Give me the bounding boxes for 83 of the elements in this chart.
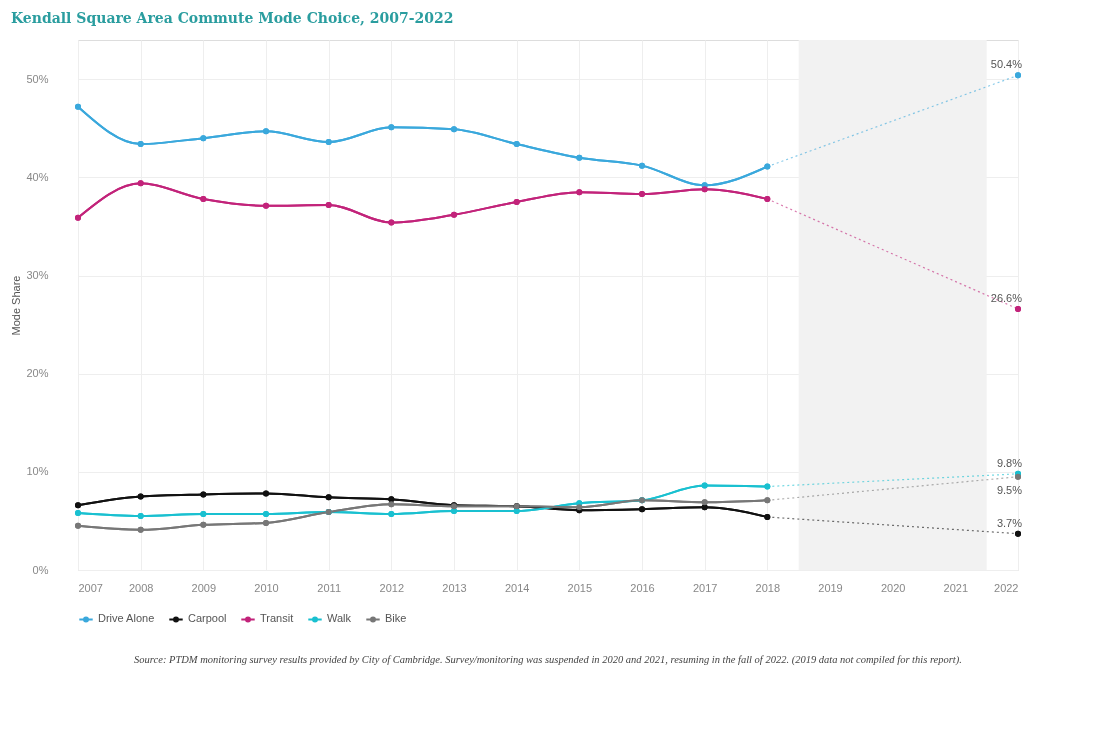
point [764, 196, 771, 202]
point [75, 502, 81, 509]
data-label: 9.8% [996, 456, 1023, 469]
point [451, 211, 457, 218]
point [137, 180, 144, 187]
point [639, 162, 645, 169]
data-label: 26.6% [990, 291, 1023, 304]
y-tick-label: 30% [26, 269, 49, 282]
point [263, 202, 269, 209]
data-label: 9.5% [996, 483, 1023, 496]
point [639, 191, 645, 198]
x-tick-label: 2017 [692, 581, 718, 594]
point [764, 163, 771, 170]
point [263, 490, 269, 497]
point [701, 482, 708, 489]
x-tick-label: 2019 [818, 581, 843, 594]
x-tick-label: 2018 [755, 581, 781, 594]
point [576, 154, 583, 161]
chart-title: Kendall Square Area Commute Mode Choice, 2007-2022 [10, 10, 454, 26]
point [764, 514, 771, 520]
point [513, 508, 520, 515]
point [388, 501, 395, 508]
y-tick-label: 20% [26, 367, 49, 380]
point [75, 522, 81, 529]
point [200, 491, 207, 498]
x-tick-label: 2013 [442, 581, 467, 594]
x-tick-label: 2021 [943, 581, 969, 594]
x-tick-label: 2016 [630, 581, 655, 594]
point [451, 508, 457, 515]
point [388, 511, 395, 518]
point [137, 526, 144, 533]
x-tick-label: 2010 [254, 581, 279, 594]
point [513, 141, 520, 148]
point [263, 511, 269, 518]
point [576, 189, 583, 196]
point [75, 510, 81, 517]
source-note: Source: PTDM monitoring survey results provided by City of Cambridge. Survey/monitoring was suspended in 2020 and 2021, resuming in the fall of 2022. (2019 data not compiled for this report). [134, 654, 962, 666]
point [513, 198, 520, 205]
legend-label: Transit [260, 612, 294, 625]
point [325, 201, 332, 208]
point [764, 483, 771, 490]
y-tick-label: 0% [32, 563, 49, 576]
point [325, 139, 332, 146]
point [137, 493, 144, 500]
x-tick-label: 2014 [504, 581, 530, 594]
y-axis-title: Mode Share [10, 275, 23, 336]
point [701, 186, 708, 193]
y-tick-label: 50% [26, 72, 49, 85]
point [764, 497, 771, 504]
x-tick-label: 2012 [379, 581, 405, 594]
point [701, 504, 708, 511]
x-tick-label: 2007 [78, 581, 103, 594]
legend-label: Walk [327, 612, 352, 625]
legend-label: Bike [385, 612, 407, 625]
point [639, 506, 645, 513]
point [388, 219, 395, 226]
x-tick-label: 2015 [567, 581, 593, 594]
point [388, 496, 395, 503]
y-tick-label: 10% [26, 465, 49, 478]
point [200, 196, 207, 202]
x-tick-label: 2022 [994, 581, 1019, 594]
point [263, 519, 269, 526]
point [75, 103, 81, 110]
x-tick-label: 2009 [191, 581, 217, 594]
data-label: 3.7% [996, 516, 1023, 529]
point [137, 141, 144, 148]
point [200, 511, 207, 518]
point [137, 513, 144, 520]
data-label: 50.4% [990, 58, 1023, 71]
y-tick-label: 40% [26, 170, 49, 183]
legend-label: Drive Alone [98, 612, 155, 625]
point [200, 135, 207, 142]
point [701, 499, 708, 506]
point [388, 124, 395, 131]
point [325, 494, 332, 501]
point [263, 128, 269, 135]
x-tick-label: 2020 [880, 581, 906, 594]
x-tick-label: 2011 [317, 581, 341, 594]
x-tick-label: 2008 [128, 581, 154, 594]
point [75, 214, 81, 221]
point [451, 126, 457, 133]
point [200, 521, 207, 528]
legend-label: Carpool [188, 612, 227, 625]
